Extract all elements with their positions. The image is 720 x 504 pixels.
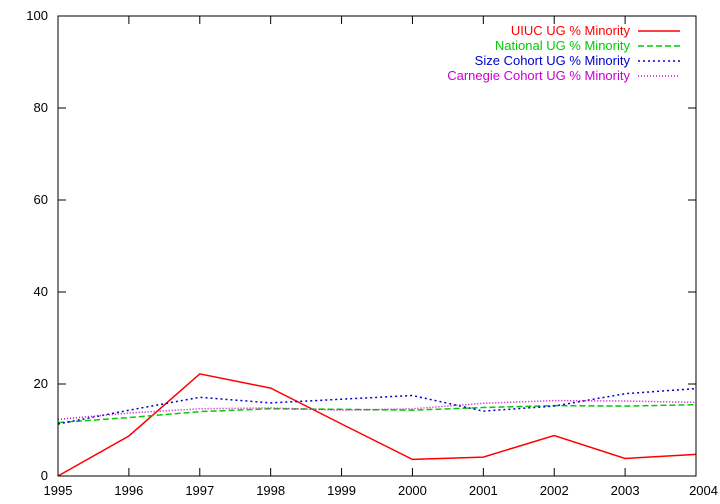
y-tick-label: 60 [34,192,48,207]
y-tick-label: 20 [34,376,48,391]
x-tick-label: 1998 [256,483,285,498]
y-tick-label: 100 [26,8,48,23]
series-line-2 [57,403,697,424]
x-tick-label: 1997 [185,483,214,498]
x-tick-label: 2002 [540,483,569,498]
x-tick-label: 2004 [689,483,718,498]
x-tick-label: 2003 [611,483,640,498]
x-tick-label: 1996 [114,483,143,498]
legend-label: Size Cohort UG % Minority [475,53,631,68]
x-tick-label: 1999 [327,483,356,498]
legend-label: UIUC UG % Minority [511,23,631,38]
plot-frame [57,15,697,477]
series-lines [57,373,697,477]
y-tick-label: 80 [34,100,48,115]
y-tick-label: 40 [34,284,48,299]
x-tick-label: 1995 [44,483,73,498]
axis-ticks: 0 20 40 60 80 100 1995 1996 1997 1998 1999 2000 2001… [26,8,718,498]
legend-label: Carnegie Cohort UG % Minority [447,68,630,83]
y-tick-label: 0 [41,468,48,483]
legend-label: National UG % Minority [495,38,631,53]
series-line-3 [57,387,697,425]
x-tick-label: 2001 [469,483,498,498]
series-line-1 [57,373,697,477]
x-tick-label: 2000 [398,483,427,498]
